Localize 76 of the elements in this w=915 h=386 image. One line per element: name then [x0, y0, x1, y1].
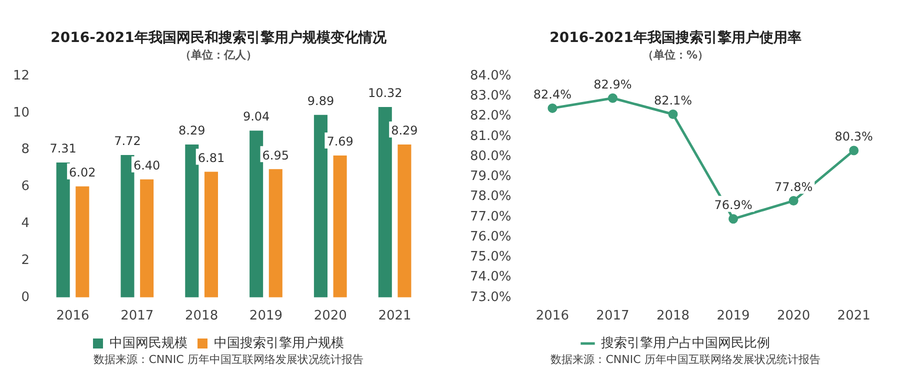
y-tick-label: 6 [21, 179, 30, 194]
bar [398, 144, 412, 298]
y-tick-label: 84.0% [470, 68, 512, 84]
bar [120, 154, 134, 298]
y-tick-label: 76.0% [470, 229, 512, 244]
data-label: 9.04 [242, 110, 270, 124]
chart-title: 2016-2021年我国网民和搜索引擎用户规模变化情况 [50, 29, 388, 46]
x-tick-label: 2021 [837, 308, 870, 324]
point [849, 146, 859, 156]
x-tick-label: 2018 [656, 308, 690, 324]
x-tick-label: 2016 [56, 308, 90, 324]
bar [185, 144, 199, 298]
data-label: 9.89 [307, 94, 334, 108]
legend-label: 搜索引擎用户占中国网民比例 [600, 336, 770, 351]
x-tick-label: 2017 [596, 308, 630, 324]
y-tick-label: 81.0% [470, 128, 512, 144]
data-label: 82.4% [533, 87, 572, 102]
y-tick-label: 73.0% [470, 290, 512, 305]
chart-subtitle: （单位：%） [642, 48, 709, 62]
point [668, 109, 678, 119]
bar [56, 162, 70, 298]
source-note: 数据来源：CNNIC 历年中国互联网络发展状况统计报告 [550, 352, 822, 367]
bar [204, 172, 218, 298]
y-tick-label: 2 [21, 252, 30, 268]
point [548, 103, 558, 113]
data-label: 6.02 [69, 165, 96, 180]
data-label: 77.8% [774, 180, 813, 194]
data-label: 76.9% [714, 198, 752, 212]
bar [76, 186, 90, 298]
y-tick-label: 80.0% [470, 148, 512, 164]
y-tick-label: 83.0% [470, 88, 512, 104]
y-tick-label: 79.0% [470, 169, 512, 184]
data-label: 6.81 [198, 150, 225, 165]
data-label: 10.32 [368, 86, 402, 100]
bar [378, 106, 392, 298]
data-label: 6.95 [262, 148, 289, 162]
y-tick-label: 10 [12, 105, 30, 120]
x-tick-label: 2017 [120, 308, 154, 324]
point [788, 196, 798, 206]
point [728, 214, 738, 224]
y-tick-label: 74.0% [470, 270, 512, 285]
data-label: 8.29 [178, 124, 206, 138]
y-tick-label: 8 [21, 142, 30, 158]
chart-title: 2016-2021年我国搜索引擎用户使用率 [550, 29, 802, 46]
y-tick-label: 82.0% [470, 108, 512, 124]
data-label: 6.40 [133, 158, 160, 172]
data-label: 82.9% [594, 77, 632, 92]
y-tick-label: 12 [12, 68, 30, 84]
data-label: 7.69 [326, 134, 354, 149]
x-tick-label: 2021 [378, 308, 412, 324]
x-tick-label: 2020 [777, 308, 810, 324]
data-label: 82.1% [654, 93, 692, 108]
x-tick-label: 2019 [249, 308, 283, 324]
data-label: 7.72 [114, 134, 141, 148]
source-note: 数据来源：CNNIC 历年中国互联网络发展状况统计报告 [92, 352, 364, 367]
data-label: 8.29 [391, 124, 418, 138]
point [608, 93, 618, 103]
bar [314, 114, 328, 298]
chart-subtitle: （单位：亿人） [180, 48, 257, 62]
bar [268, 169, 282, 298]
bar [250, 130, 264, 298]
data-label: 7.31 [50, 142, 76, 156]
data-label: 80.3% [834, 130, 873, 144]
y-tick-label: 78.0% [470, 189, 512, 204]
y-tick-label: 0 [21, 290, 30, 305]
legend-label: 中国搜索引擎用户规模 [214, 336, 344, 351]
y-tick-label: 75.0% [470, 250, 512, 265]
bar [333, 156, 347, 298]
x-tick-label: 2018 [185, 308, 218, 324]
x-tick-label: 2016 [536, 308, 569, 324]
y-tick-label: 4 [21, 216, 30, 231]
bar [140, 179, 154, 298]
legend-label: 中国网民规模 [110, 336, 188, 351]
y-tick-label: 77.0% [470, 209, 512, 224]
x-tick-label: 2019 [716, 308, 750, 324]
x-tick-label: 2020 [314, 308, 347, 324]
